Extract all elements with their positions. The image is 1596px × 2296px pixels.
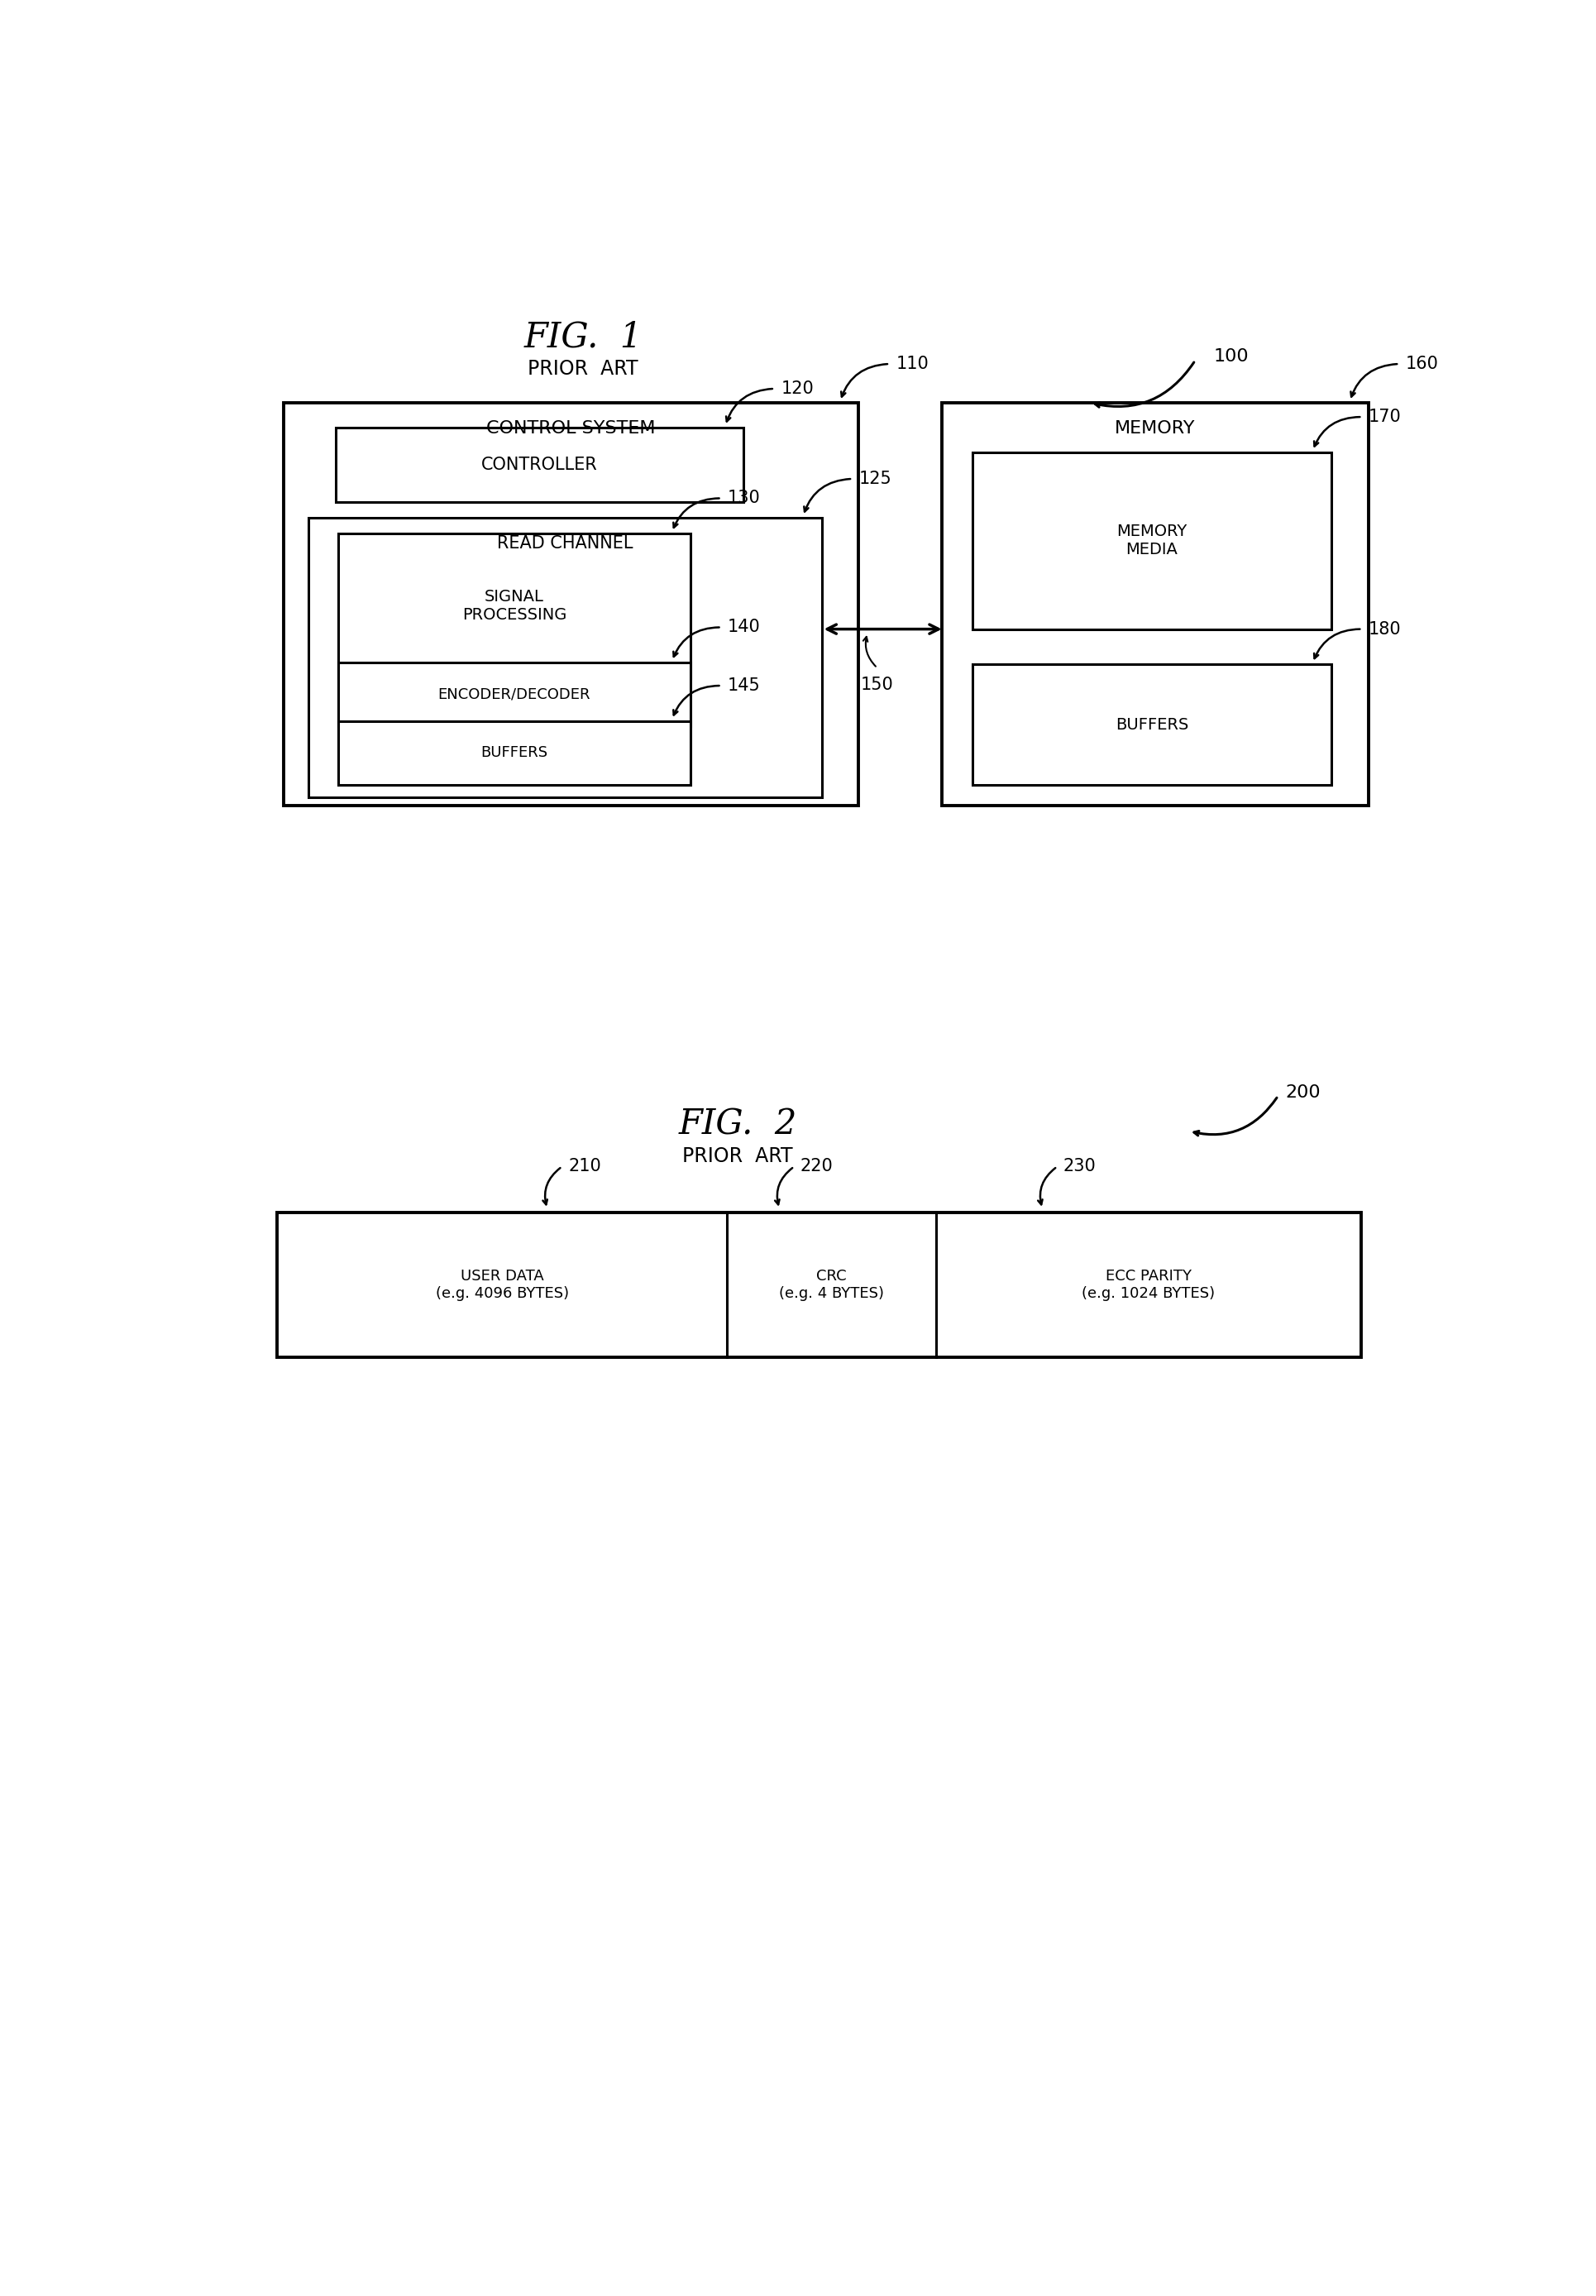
Text: 150: 150 <box>860 677 894 693</box>
Text: CONTROL SYSTEM: CONTROL SYSTEM <box>487 420 656 436</box>
Text: 210: 210 <box>568 1157 602 1176</box>
Text: SIGNAL
PROCESSING: SIGNAL PROCESSING <box>461 590 567 622</box>
Text: PRIOR  ART: PRIOR ART <box>528 358 638 379</box>
Text: FIG.  1: FIG. 1 <box>523 319 642 356</box>
Text: 180: 180 <box>1368 620 1401 638</box>
Text: CONTROLLER: CONTROLLER <box>482 457 598 473</box>
FancyBboxPatch shape <box>972 664 1331 785</box>
FancyBboxPatch shape <box>284 402 859 806</box>
Text: 160: 160 <box>1406 356 1438 372</box>
FancyBboxPatch shape <box>942 402 1368 806</box>
FancyBboxPatch shape <box>972 452 1331 629</box>
Text: ECC PARITY
(e.g. 1024 BYTES): ECC PARITY (e.g. 1024 BYTES) <box>1082 1270 1215 1302</box>
Text: 200: 200 <box>1285 1084 1321 1100</box>
Text: 140: 140 <box>728 620 761 636</box>
Text: 170: 170 <box>1368 409 1401 425</box>
Text: 220: 220 <box>801 1157 833 1176</box>
FancyBboxPatch shape <box>308 517 822 797</box>
FancyBboxPatch shape <box>278 1212 1361 1357</box>
Text: USER DATA
(e.g. 4096 BYTES): USER DATA (e.g. 4096 BYTES) <box>436 1270 568 1302</box>
Text: CRC
(e.g. 4 BYTES): CRC (e.g. 4 BYTES) <box>779 1270 884 1302</box>
Text: 120: 120 <box>780 381 814 397</box>
Text: MEMORY: MEMORY <box>1114 420 1195 436</box>
FancyBboxPatch shape <box>335 427 744 503</box>
FancyBboxPatch shape <box>338 721 691 785</box>
Text: 100: 100 <box>1213 349 1250 365</box>
Text: BUFFERS: BUFFERS <box>480 746 547 760</box>
Text: READ CHANNEL: READ CHANNEL <box>496 535 634 551</box>
Text: 125: 125 <box>859 471 892 487</box>
Text: BUFFERS: BUFFERS <box>1116 716 1189 732</box>
Text: 230: 230 <box>1063 1157 1096 1176</box>
FancyBboxPatch shape <box>338 533 691 680</box>
Text: 130: 130 <box>728 489 761 507</box>
Text: MEMORY
MEDIA: MEMORY MEDIA <box>1117 523 1187 558</box>
Text: FIG.  2: FIG. 2 <box>678 1107 796 1141</box>
Text: 110: 110 <box>895 356 929 372</box>
Text: ENCODER/DECODER: ENCODER/DECODER <box>437 687 591 703</box>
Text: PRIOR  ART: PRIOR ART <box>683 1146 793 1166</box>
Text: 145: 145 <box>728 677 761 693</box>
FancyBboxPatch shape <box>338 664 691 726</box>
